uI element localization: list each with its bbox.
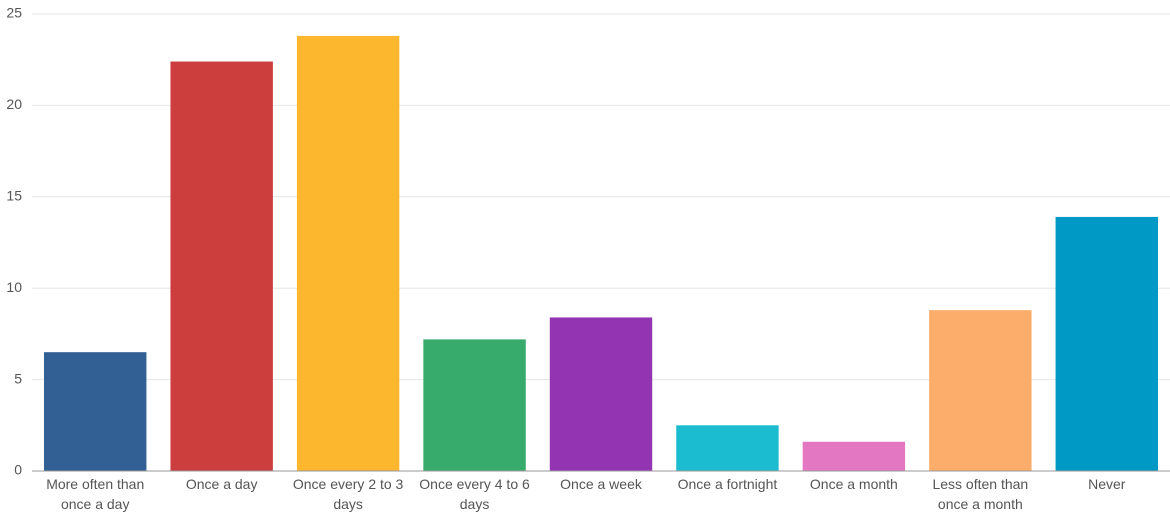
y-tick-label: 10 [6,279,22,295]
bar [1055,216,1158,471]
x-tick-label: Once a day [185,476,258,492]
bar [296,35,400,471]
bar [170,61,273,471]
bar [802,441,906,471]
bar [549,317,653,471]
bar [44,352,147,471]
y-tick-label: 5 [14,370,22,386]
x-tick-label: Once every 4 to 6 days [419,476,530,512]
x-tick-label: Once a week [560,476,642,492]
x-tick-label: Once every 2 to 3 days [292,476,404,512]
bar [676,425,779,471]
x-tick-label: Once a month [809,476,898,492]
x-tick-label: Never [1088,476,1126,492]
y-tick-label: 0 [14,462,22,478]
bar [423,339,526,471]
y-tick-label: 20 [6,96,22,112]
x-tick-label: More often than once a day [46,476,145,512]
x-tick-label: Less often than once a month [932,476,1029,512]
bar [929,310,1032,471]
y-tick-label: 25 [6,5,22,21]
y-tick-label: 15 [6,188,22,204]
x-tick-label: Once a fortnight [677,476,778,492]
